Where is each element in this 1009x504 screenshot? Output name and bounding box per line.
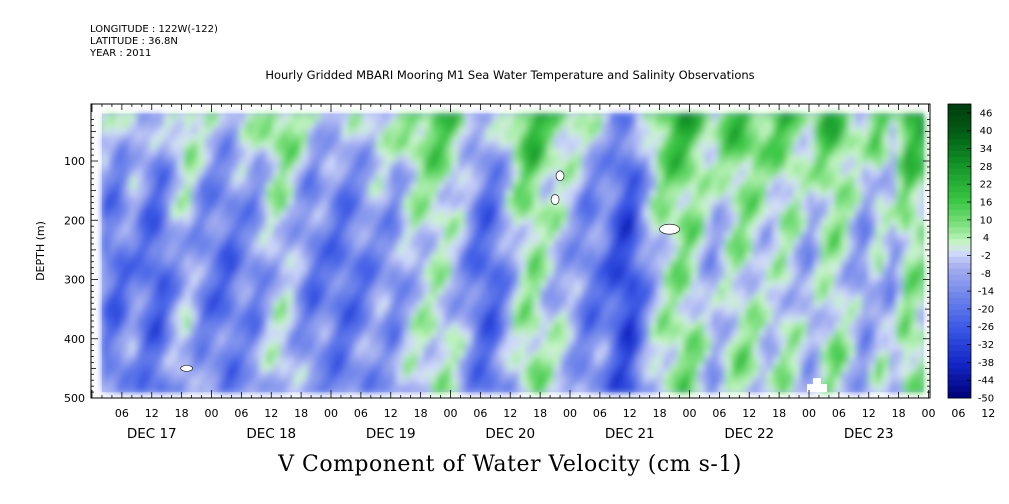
- x-hour-label: 00: [324, 407, 338, 420]
- axis-ticks: [91, 104, 930, 399]
- x-hour-label: 12: [145, 407, 159, 420]
- x-day-label: DEC 18: [246, 426, 296, 442]
- x-hour-labels: 06 12 18 00 06 12 18 00 06 12 18 00 06 12 18 00 06 12 18 00…: [115, 407, 995, 420]
- x-hour-label: 18: [772, 407, 786, 420]
- x-hour-label: 18: [414, 407, 428, 420]
- colorbar-label: 34: [980, 144, 993, 155]
- x-hour-label: 06: [712, 407, 726, 420]
- x-hour-label: 00: [683, 407, 697, 420]
- colorbar-label: 4: [983, 233, 989, 244]
- missing-data-patches: [180, 170, 827, 393]
- x-hour-label: 18: [533, 407, 547, 420]
- x-hour-label: 12: [503, 407, 517, 420]
- y-tick-label: 400: [64, 333, 85, 346]
- x-hour-label: 00: [563, 407, 577, 420]
- x-day-label: DEC 21: [605, 426, 655, 442]
- colorbar-label: -2: [981, 251, 991, 262]
- x-hour-label: 12: [384, 407, 398, 420]
- y-tick-label: 300: [64, 274, 85, 287]
- y-tick-label: 500: [64, 392, 85, 405]
- colorbar-label: -14: [978, 287, 994, 298]
- colorbar-label: -44: [978, 376, 994, 387]
- x-day-label: DEC 17: [127, 426, 177, 442]
- x-hour-label: 06: [473, 407, 487, 420]
- x-hour-label: 06: [234, 407, 248, 420]
- colorbar-label: -38: [978, 358, 994, 369]
- colorbar-label: 22: [980, 180, 993, 191]
- x-hour-label: 18: [653, 407, 667, 420]
- x-hour-label: 12: [623, 407, 637, 420]
- x-hour-label: 18: [892, 407, 906, 420]
- x-hour-label: 00: [205, 407, 219, 420]
- colorbar-label: -32: [978, 340, 994, 351]
- colorbar-label: -20: [978, 304, 994, 315]
- colorbar-labels: 46 40 34 28 22 16 10 4 -2 -8 -14 -20 -26 -32 -38 -44 -50: [967, 108, 994, 405]
- colorbar-label: 46: [980, 108, 993, 119]
- latitude-label: LATITUDE : 36.8N: [90, 36, 178, 47]
- x-day-label: DEC 19: [366, 426, 416, 442]
- x-hour-label: 06: [951, 407, 965, 420]
- y-axis-label: DEPTH (m): [34, 221, 47, 281]
- x-hour-label: 18: [294, 407, 308, 420]
- x-day-label: DEC 22: [724, 426, 774, 442]
- colorbar-label: -26: [978, 322, 994, 333]
- x-axis-label: V Component of Water Velocity (cm s-1): [278, 452, 742, 477]
- x-hour-label: 06: [832, 407, 846, 420]
- metadata-block: LONGITUDE : 122W(-122) LATITUDE : 36.8N …: [90, 24, 218, 60]
- y-tick-label: 100: [64, 155, 85, 168]
- heatmap-area: [101, 113, 925, 393]
- x-hour-label: 12: [264, 407, 278, 420]
- colorbar-label: 16: [980, 198, 993, 209]
- x-hour-label: 06: [115, 407, 129, 420]
- x-hour-label: 00: [922, 407, 936, 420]
- x-hour-label: 06: [593, 407, 607, 420]
- x-hour-label: 00: [444, 407, 458, 420]
- colorbar-label: -8: [981, 269, 991, 280]
- x-hour-label: 18: [175, 407, 189, 420]
- y-tick-labels: 100 200 300 400 500: [64, 155, 85, 405]
- x-hour-label: 12: [862, 407, 876, 420]
- x-day-labels: DEC 17 DEC 18 DEC 19 DEC 20 DEC 21 DEC 22 DEC …: [127, 426, 894, 442]
- y-tick-label: 200: [64, 214, 85, 227]
- x-hour-label: 00: [802, 407, 816, 420]
- chart-title: Hourly Gridded MBARI Mooring M1 Sea Wate…: [265, 68, 755, 82]
- x-hour-label: 06: [354, 407, 368, 420]
- colorbar-label: -50: [978, 394, 994, 405]
- colorbar-label: 40: [980, 126, 993, 137]
- colorbar-label: 28: [980, 162, 993, 173]
- longitude-label: LONGITUDE : 122W(-122): [90, 24, 218, 35]
- year-label: YEAR : 2011: [90, 48, 152, 59]
- x-hour-label: 12: [981, 407, 995, 420]
- colorbar: [947, 103, 972, 399]
- x-day-label: DEC 20: [485, 426, 535, 442]
- x-hour-label: 12: [742, 407, 756, 420]
- x-day-label: DEC 23: [844, 426, 894, 442]
- colorbar-label: 10: [980, 215, 993, 226]
